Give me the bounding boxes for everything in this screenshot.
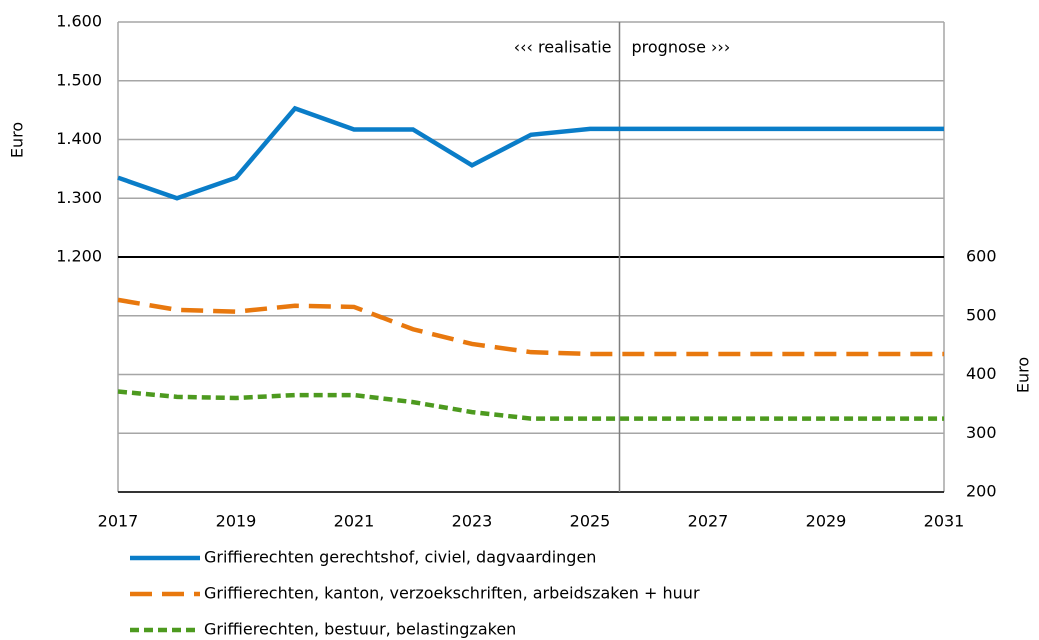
x-tick-label: 2027 <box>688 512 729 531</box>
legend-label: Griffierechten gerechtshof, civiel, dagv… <box>204 548 596 567</box>
series-line <box>117 297 944 357</box>
y-tick-label: 1.500 <box>56 70 102 89</box>
y2-tick-label: 400 <box>966 364 997 383</box>
y-tick-label: 1.600 <box>56 12 102 31</box>
x-tick-label: 2025 <box>570 512 611 531</box>
y2-tick-label: 500 <box>966 305 997 324</box>
y2-axis-label: Euro <box>1014 357 1033 393</box>
x-tick-label: 2029 <box>806 512 847 531</box>
series-line <box>117 105 944 201</box>
x-tick-label: 2021 <box>334 512 375 531</box>
legend-label: Griffierechten, kanton, verzoekschriften… <box>204 584 700 603</box>
annotation: ‹‹‹ realisatie <box>514 38 612 57</box>
legend-label: Griffierechten, bestuur, belastingzaken <box>204 620 516 639</box>
y2-tick-label: 600 <box>966 247 997 266</box>
y-tick-label: 1.200 <box>56 247 102 266</box>
y2-tick-label: 300 <box>966 423 997 442</box>
x-tick-label: 2017 <box>98 512 139 531</box>
series-line <box>117 389 944 421</box>
y-tick-label: 1.400 <box>56 129 102 148</box>
y-axis-label: Euro <box>8 122 27 158</box>
y2-tick-label: 200 <box>966 482 997 501</box>
annotation: prognose ››› <box>632 38 731 57</box>
x-tick-label: 2031 <box>924 512 965 531</box>
x-tick-label: 2023 <box>452 512 493 531</box>
x-tick-label: 2019 <box>216 512 257 531</box>
y-tick-label: 1.300 <box>56 188 102 207</box>
